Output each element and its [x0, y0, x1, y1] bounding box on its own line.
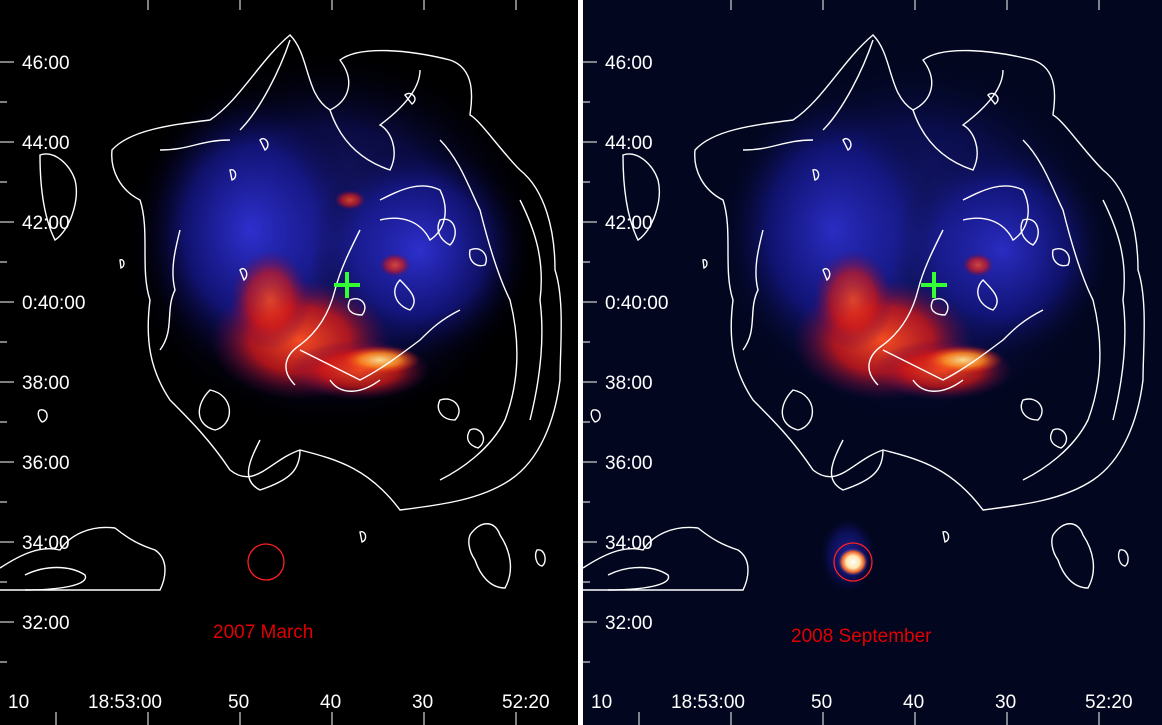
axis-ticks — [583, 0, 1100, 725]
red-circle-region — [247, 543, 285, 581]
dec-tick-label: 32:00 — [22, 613, 70, 634]
ra-tick-label: 30 — [995, 692, 1016, 713]
epoch-label: 2008 September — [791, 626, 932, 647]
dec-tick-label: 0:40:00 — [605, 293, 668, 314]
dec-tick-label: 36:00 — [605, 453, 653, 474]
dec-tick-label: 32:00 — [605, 613, 653, 634]
xray-image-2007: 46:00 44:00 42:00 0:40:00 38:00 36:00 34… — [0, 0, 578, 725]
radio-contours — [583, 34, 1145, 591]
dec-tick-label: 34:00 — [22, 533, 70, 554]
dec-tick-label: 46:00 — [22, 53, 70, 74]
ra-tick-label: 50 — [228, 692, 249, 713]
dec-tick-label: 34:00 — [605, 533, 653, 554]
ra-tick-label: 40 — [903, 692, 924, 713]
panel-2007-march: 46:00 44:00 42:00 0:40:00 38:00 36:00 34… — [0, 0, 578, 725]
ra-tick-label: 18:53:00 — [88, 692, 162, 713]
panel-2008-september: 46:00 44:00 42:00 0:40:00 38:00 36:00 34… — [583, 0, 1162, 725]
dec-tick-label: 42:00 — [605, 213, 653, 234]
ra-tick-label: 10 — [591, 692, 612, 713]
dec-tick-label: 42:00 — [22, 213, 70, 234]
ra-tick-label: 40 — [320, 692, 341, 713]
ra-tick-label: 52:20 — [1085, 692, 1133, 713]
axis-ticks — [0, 0, 517, 725]
diffuse-emission — [120, 50, 540, 430]
dec-tick-label: 44:00 — [605, 133, 653, 154]
diffuse-emission — [703, 50, 1123, 595]
dec-tick-label: 36:00 — [22, 453, 70, 474]
radio-contours — [0, 34, 562, 591]
transient-source — [838, 548, 868, 576]
red-circle-region — [833, 542, 873, 582]
ra-tick-label: 52:20 — [502, 692, 550, 713]
ra-tick-label: 50 — [811, 692, 832, 713]
dec-tick-label: 0:40:00 — [22, 293, 85, 314]
dec-tick-label: 38:00 — [605, 373, 653, 394]
xray-image-2008: 46:00 44:00 42:00 0:40:00 38:00 36:00 34… — [583, 0, 1162, 725]
dec-tick-label: 46:00 — [605, 53, 653, 74]
ra-tick-label: 18:53:00 — [671, 692, 745, 713]
ra-tick-label: 10 — [8, 692, 29, 713]
green-cross-marker — [921, 272, 947, 298]
ra-tick-label: 30 — [412, 692, 433, 713]
dec-tick-label: 44:00 — [22, 133, 70, 154]
epoch-label: 2007 March — [213, 622, 313, 643]
dec-tick-label: 38:00 — [22, 373, 70, 394]
green-cross-marker — [334, 272, 360, 298]
